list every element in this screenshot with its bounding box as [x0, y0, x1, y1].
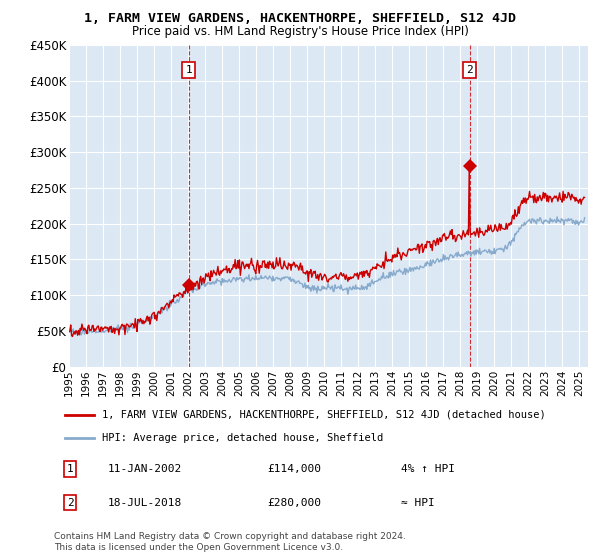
Text: Price paid vs. HM Land Registry's House Price Index (HPI): Price paid vs. HM Land Registry's House … — [131, 25, 469, 38]
Text: 1: 1 — [67, 464, 73, 474]
Text: 2: 2 — [67, 498, 73, 507]
Text: £114,000: £114,000 — [268, 464, 322, 474]
Text: 18-JUL-2018: 18-JUL-2018 — [107, 498, 182, 507]
Text: Contains HM Land Registry data © Crown copyright and database right 2024.
This d: Contains HM Land Registry data © Crown c… — [54, 532, 406, 552]
Text: 2: 2 — [466, 65, 473, 75]
Text: ≈ HPI: ≈ HPI — [401, 498, 435, 507]
Text: 1, FARM VIEW GARDENS, HACKENTHORPE, SHEFFIELD, S12 4JD (detached house): 1, FARM VIEW GARDENS, HACKENTHORPE, SHEF… — [102, 409, 546, 419]
Text: 11-JAN-2002: 11-JAN-2002 — [107, 464, 182, 474]
Text: 1: 1 — [185, 65, 192, 75]
Text: 4% ↑ HPI: 4% ↑ HPI — [401, 464, 455, 474]
Text: £280,000: £280,000 — [268, 498, 322, 507]
Text: HPI: Average price, detached house, Sheffield: HPI: Average price, detached house, Shef… — [102, 433, 383, 443]
Text: 1, FARM VIEW GARDENS, HACKENTHORPE, SHEFFIELD, S12 4JD: 1, FARM VIEW GARDENS, HACKENTHORPE, SHEF… — [84, 12, 516, 25]
